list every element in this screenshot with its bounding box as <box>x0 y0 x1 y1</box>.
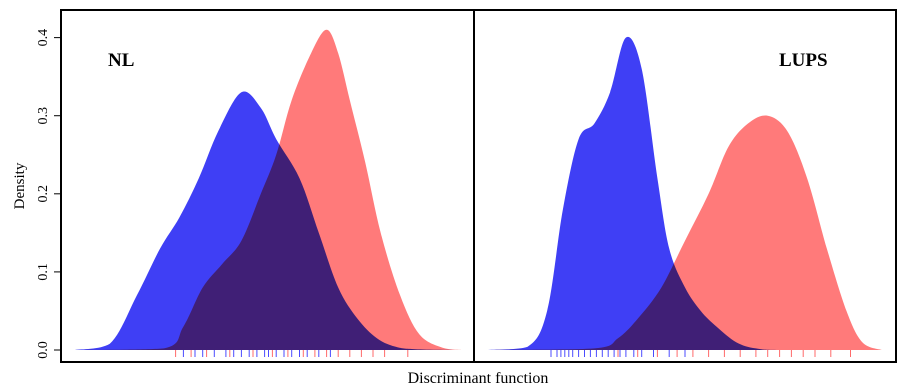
panel-label-lups: LUPS <box>779 50 828 71</box>
panel-nl <box>75 29 462 357</box>
panel-label-nl: NL <box>108 50 134 71</box>
y-axis-label: Density <box>12 162 28 209</box>
density-area-nl-red <box>75 29 462 351</box>
y-tick-label: 0.4 <box>36 29 51 47</box>
y-tick-label: 0.1 <box>36 263 51 281</box>
y-tick-label: 0.0 <box>36 341 51 359</box>
y-axis: 0.0 0.1 0.2 0.3 0.4 <box>36 29 62 359</box>
x-axis-label: Discriminant function <box>408 370 549 387</box>
y-tick-label: 0.2 <box>36 185 51 203</box>
density-area-lups-blue <box>488 36 882 351</box>
panel-lups-frame <box>473 9 897 363</box>
density-area-lups-red <box>488 115 882 351</box>
panel-lups <box>488 36 882 357</box>
y-tick-label: 0.3 <box>36 107 51 125</box>
